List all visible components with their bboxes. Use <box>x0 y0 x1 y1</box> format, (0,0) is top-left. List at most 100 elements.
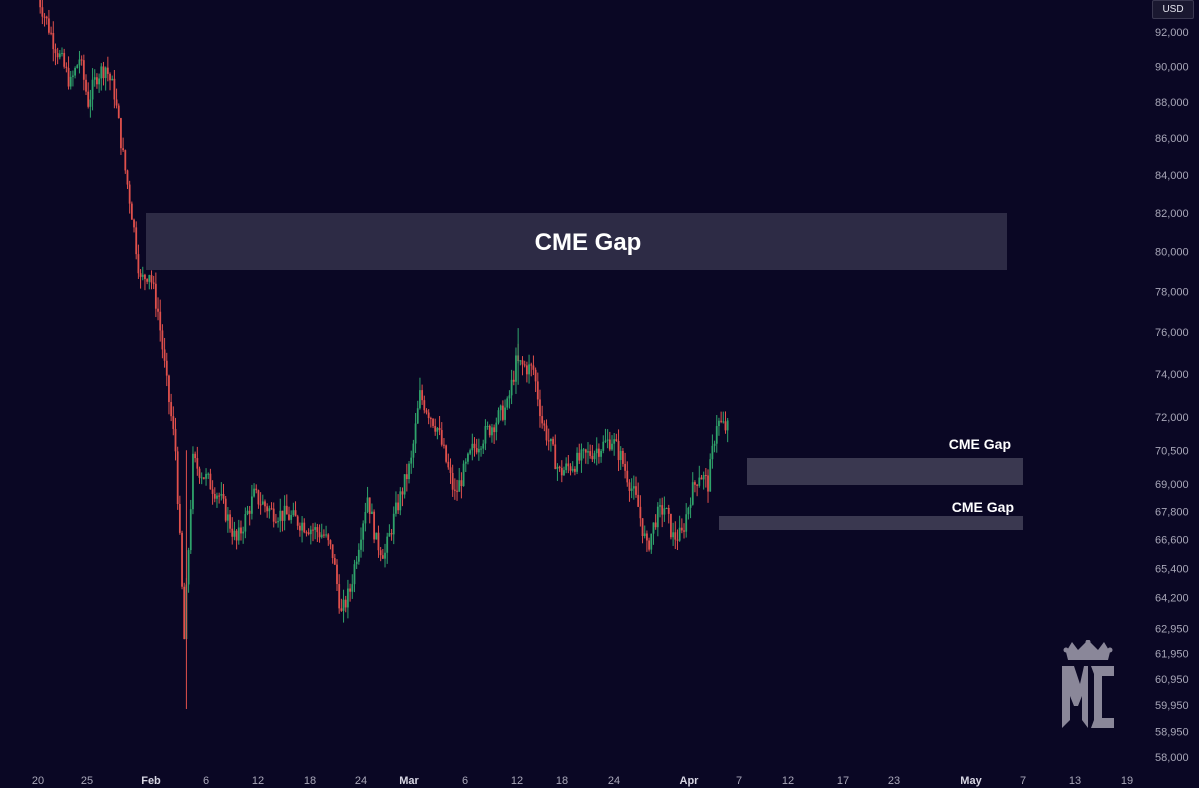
candle-body <box>432 418 434 427</box>
candle-body <box>325 534 327 536</box>
candle-body <box>255 488 258 491</box>
candle-body <box>534 369 537 382</box>
time-tick-label: 20 <box>32 775 44 787</box>
candle-body <box>427 412 430 419</box>
candle-body <box>268 508 271 512</box>
candle-body <box>392 513 395 535</box>
candle-body <box>554 444 557 469</box>
candle-body <box>475 448 478 453</box>
candle-body <box>192 453 194 510</box>
candle-body <box>58 53 61 58</box>
candle-body <box>499 405 502 411</box>
candle-body <box>556 466 559 469</box>
candle-body <box>307 532 310 535</box>
candle-body <box>423 400 426 411</box>
price-tick-label: 59,950 <box>1155 700 1189 712</box>
candle-body <box>168 375 170 403</box>
candle-body <box>724 421 727 431</box>
candle-body <box>471 443 474 451</box>
candle-body <box>613 439 616 444</box>
candle-body <box>425 410 428 413</box>
cme-gap-zones: CME Gap CME Gap CME Gap <box>146 213 1023 530</box>
candle-body <box>672 532 675 538</box>
candle-body <box>235 530 238 541</box>
candle-body <box>67 67 70 87</box>
candle-body <box>183 586 186 640</box>
candle-body <box>309 529 312 535</box>
candle-body <box>375 532 378 540</box>
candle-body <box>266 506 269 512</box>
time-tick-label: 17 <box>837 775 849 787</box>
candle-body <box>469 450 472 454</box>
candle-body <box>209 473 212 490</box>
time-tick-label: Apr <box>680 775 700 787</box>
time-tick-label: Mar <box>399 775 419 787</box>
time-axis: 20 25 Feb 6 12 18 24 Mar 6 12 18 24 Apr 7 12 17 23 May 7 13… <box>32 775 1133 787</box>
candle-body <box>654 522 657 528</box>
candle-body <box>148 275 151 282</box>
candle-body <box>320 534 323 538</box>
candle-body <box>569 466 572 471</box>
candle-body <box>691 482 694 505</box>
candle-body <box>176 451 179 504</box>
candle-body <box>39 0 42 8</box>
candle-body <box>462 463 465 487</box>
candle-body <box>545 425 548 441</box>
candle-body <box>694 482 696 485</box>
candle-body <box>237 527 240 541</box>
candle-body <box>349 588 351 592</box>
candle-body <box>414 423 417 444</box>
candle-body <box>45 16 48 19</box>
candle-body <box>327 534 330 541</box>
currency-badge[interactable]: USD <box>1152 0 1194 19</box>
candle-body <box>54 49 57 54</box>
candle-body <box>233 530 236 537</box>
cme-gap-label-lower: CME Gap <box>952 499 1014 515</box>
candle-body <box>595 448 598 454</box>
candle-body <box>69 76 72 87</box>
candle-body <box>379 550 382 556</box>
time-tick-label: 19 <box>1121 775 1133 787</box>
candle-body <box>718 420 720 427</box>
candle-body <box>615 439 618 441</box>
price-tick-label: 92,000 <box>1155 27 1189 39</box>
time-tick-label: 13 <box>1069 775 1081 787</box>
candle-body <box>510 379 513 396</box>
candle-body <box>661 505 664 515</box>
candle-body <box>318 532 321 538</box>
candle-body <box>353 564 356 585</box>
candle-body <box>460 480 463 487</box>
candle-body <box>170 402 173 417</box>
candle-body <box>222 493 225 499</box>
candle-body <box>303 522 306 533</box>
candle-body <box>154 283 157 309</box>
candle-body <box>403 474 406 495</box>
candle-body <box>290 515 293 520</box>
candle-body <box>646 533 648 541</box>
candle-body <box>368 497 371 514</box>
candle-body <box>96 77 98 85</box>
candle-body <box>106 67 109 74</box>
candle-body <box>78 59 81 66</box>
time-tick-label: 6 <box>462 775 468 787</box>
candle-body <box>194 453 197 459</box>
candle-body <box>331 544 334 559</box>
candle-body <box>440 430 443 445</box>
candle-body <box>565 463 568 471</box>
time-tick-label: 18 <box>556 775 568 787</box>
candle-body <box>137 254 140 274</box>
candle-body <box>292 510 295 516</box>
time-tick-label: May <box>960 775 982 787</box>
candle-body <box>632 486 635 489</box>
candle-body <box>126 170 129 185</box>
candle-body <box>357 549 360 562</box>
candle-body <box>316 527 319 533</box>
candle-body <box>93 77 96 80</box>
candle-body <box>700 477 703 480</box>
price-tick-label: 64,200 <box>1155 592 1189 604</box>
price-tick-label: 61,950 <box>1155 648 1189 660</box>
candle-body <box>231 528 234 537</box>
candle-body <box>250 496 253 514</box>
candle-body <box>582 449 585 451</box>
